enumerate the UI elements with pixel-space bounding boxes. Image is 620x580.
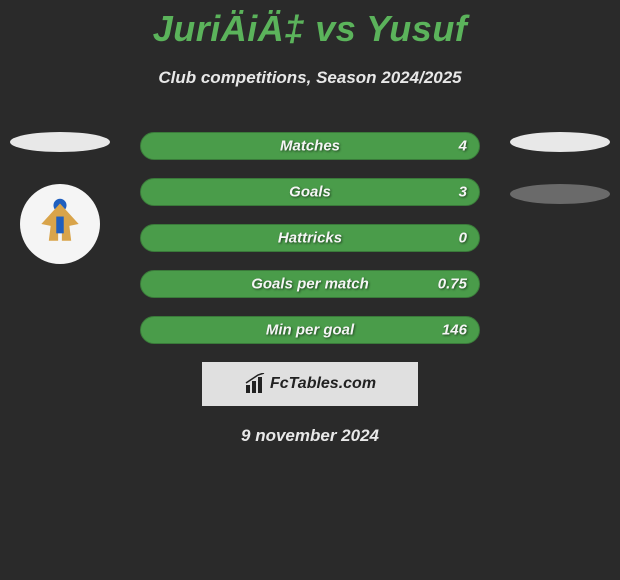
club-ellipse-right — [510, 184, 610, 204]
stat-label: Goals — [289, 184, 331, 201]
stat-value: 4 — [459, 138, 467, 155]
shield-icon — [32, 196, 88, 252]
stat-value: 3 — [459, 184, 467, 201]
player-ellipse-left — [10, 132, 110, 152]
stat-label: Hattricks — [278, 230, 342, 247]
stat-label: Min per goal — [266, 322, 354, 339]
brand-box[interactable]: FcTables.com — [202, 362, 418, 406]
stat-bar: Matches 4 — [140, 132, 480, 160]
left-column — [10, 132, 110, 264]
stat-value: 0 — [459, 230, 467, 247]
stat-bar: Hattricks 0 — [140, 224, 480, 252]
stat-bar: Goals per match 0.75 — [140, 270, 480, 298]
chart-icon — [244, 373, 266, 395]
stat-value: 146 — [442, 322, 467, 339]
stat-value: 0.75 — [438, 276, 467, 293]
stats-area: Matches 4 Goals 3 Hattricks 0 Goals per … — [0, 132, 620, 344]
right-column — [510, 132, 610, 236]
page-title: JuriÄiÄ‡ vs Yusuf — [0, 0, 620, 50]
brand-inner: FcTables.com — [244, 373, 376, 395]
stat-label: Goals per match — [251, 276, 369, 293]
stat-bar: Min per goal 146 — [140, 316, 480, 344]
date-text: 9 november 2024 — [0, 426, 620, 446]
club-logo-left — [20, 184, 100, 264]
page-subtitle: Club competitions, Season 2024/2025 — [0, 68, 620, 88]
stat-bar: Goals 3 — [140, 178, 480, 206]
player-ellipse-right — [510, 132, 610, 152]
stat-bars: Matches 4 Goals 3 Hattricks 0 Goals per … — [140, 132, 480, 344]
brand-text: FcTables.com — [270, 375, 376, 393]
stat-label: Matches — [280, 138, 340, 155]
